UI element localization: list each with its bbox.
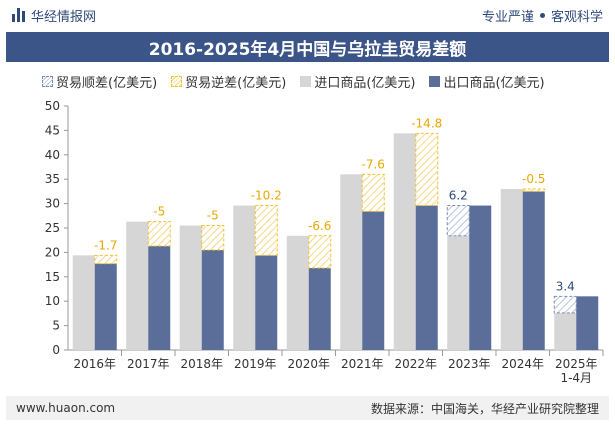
legend-swatch-export bbox=[429, 76, 441, 87]
chart-title-bar: 2016-2025年4月中国与乌拉圭贸易差额 bbox=[6, 32, 609, 62]
y-tick-label: 10 bbox=[45, 294, 60, 308]
y-tick-label: 5 bbox=[52, 319, 60, 333]
legend-item-export: 出口商品(亿美元) bbox=[429, 72, 545, 91]
import-bar bbox=[447, 235, 470, 350]
balance-data-label: -14.8 bbox=[411, 116, 442, 130]
balance-data-label: 6.2 bbox=[449, 189, 468, 203]
surplus-bar bbox=[553, 295, 577, 314]
slogan: 专业严谨 客观科学 bbox=[482, 6, 603, 25]
plot-area: 0 5 10 15 20 25 30 35 40 45 50 -1.7 2016年 -5 2017年 -5 20… bbox=[45, 99, 604, 385]
x-tick-label: 2023年 bbox=[448, 357, 491, 371]
balance-data-label: -7.6 bbox=[362, 157, 385, 171]
y-tick-label: 40 bbox=[45, 148, 60, 162]
slogan-left: 专业严谨 bbox=[481, 9, 534, 25]
x-tick-label: 2022年 bbox=[394, 357, 437, 371]
import-bar bbox=[340, 174, 363, 350]
x-tick-label: 2025年 bbox=[555, 357, 598, 371]
balance-data-label: -1.7 bbox=[94, 238, 117, 252]
x-tick-label: 2017年 bbox=[127, 357, 170, 371]
export-bar bbox=[308, 268, 331, 350]
x-tick-label: 2021年 bbox=[341, 357, 384, 371]
footer: www.huaon.com 数据来源：中国海关，华经产业研究院整理 bbox=[6, 396, 609, 420]
y-tick-label: 20 bbox=[45, 245, 60, 259]
brand: 华经情报网 bbox=[12, 6, 96, 25]
x-tick-label: 1-4月 bbox=[560, 371, 592, 385]
y-tick-label: 50 bbox=[45, 99, 60, 113]
export-bar bbox=[576, 296, 599, 350]
export-bar bbox=[415, 205, 438, 350]
deficit-bar bbox=[522, 188, 546, 192]
export-bar bbox=[255, 255, 278, 350]
deficit-bar bbox=[415, 132, 439, 207]
y-tick-label: 15 bbox=[45, 270, 60, 284]
slogan-right: 客观科学 bbox=[550, 9, 603, 25]
legend-label-import: 进口商品(亿美元) bbox=[314, 76, 416, 91]
import-bar bbox=[72, 255, 95, 350]
balance-data-label: -6.6 bbox=[308, 219, 331, 233]
surplus-bar bbox=[446, 205, 470, 237]
import-bar bbox=[126, 221, 149, 350]
brand-logo-icon bbox=[12, 8, 25, 22]
x-tick-label: 2018年 bbox=[180, 357, 223, 371]
deficit-bar bbox=[94, 254, 118, 265]
export-bar bbox=[362, 211, 385, 350]
legend-item-deficit: 贸易逆差(亿美元) bbox=[171, 72, 286, 91]
chart-legend: 贸易顺差(亿美元) 贸易逆差(亿美元) 进口商品(亿美元) 出口商品(亿美元) bbox=[42, 72, 545, 91]
x-tick-label: 2024年 bbox=[501, 357, 544, 371]
import-bar bbox=[554, 312, 577, 350]
balance-data-label: 3.4 bbox=[556, 279, 575, 293]
x-tick-label: 2016年 bbox=[73, 357, 116, 371]
export-bar bbox=[201, 249, 224, 350]
deficit-bar bbox=[308, 235, 332, 269]
legend-swatch-import bbox=[300, 76, 312, 87]
export-bar bbox=[94, 263, 117, 350]
brand-name: 华经情报网 bbox=[31, 9, 97, 25]
import-bar bbox=[500, 188, 523, 350]
legend-label-surplus: 贸易顺差(亿美元) bbox=[56, 76, 158, 91]
x-tick-label: 2019年 bbox=[234, 357, 277, 371]
y-tick-label: 0 bbox=[52, 343, 60, 357]
import-bar bbox=[179, 225, 202, 350]
top-bar: 华经情报网 专业严谨 客观科学 bbox=[0, 0, 615, 30]
y-tick-label: 30 bbox=[45, 197, 60, 211]
import-bar bbox=[393, 133, 416, 350]
balance-data-label: -5 bbox=[207, 209, 219, 223]
legend-swatch-deficit bbox=[171, 76, 183, 87]
export-bar bbox=[522, 191, 545, 350]
legend-item-surplus: 贸易顺差(亿美元) bbox=[42, 72, 157, 91]
legend-swatch-surplus bbox=[42, 76, 53, 87]
import-bar bbox=[233, 205, 256, 350]
deficit-bar bbox=[147, 221, 171, 247]
import-bar bbox=[286, 235, 309, 350]
legend-label-export: 出口商品(亿美元) bbox=[443, 76, 545, 91]
y-tick-label: 35 bbox=[45, 172, 60, 186]
footer-source: 数据来源：中国海关，华经产业研究院整理 bbox=[370, 401, 599, 416]
balance-data-label: -0.5 bbox=[522, 172, 545, 186]
export-bar bbox=[148, 246, 171, 350]
y-tick-label: 45 bbox=[45, 123, 60, 137]
bullet-icon bbox=[539, 12, 545, 18]
balance-data-label: -10.2 bbox=[251, 189, 282, 203]
deficit-bar bbox=[361, 173, 385, 212]
deficit-bar bbox=[254, 205, 278, 256]
legend-label-deficit: 贸易逆差(亿美元) bbox=[185, 76, 287, 91]
footer-website: www.huaon.com bbox=[16, 401, 116, 415]
trade-balance-chart: 0 5 10 15 20 25 30 35 40 45 50 -1.7 2016年 -5 2017年 -5 20… bbox=[45, 99, 604, 385]
chart-title: 2016-2025年4月中国与乌拉圭贸易差额 bbox=[148, 39, 467, 60]
legend-item-import: 进口商品(亿美元) bbox=[300, 72, 415, 91]
x-tick-label: 2020年 bbox=[287, 357, 330, 371]
export-bar bbox=[469, 205, 492, 350]
deficit-bar bbox=[201, 225, 225, 251]
balance-data-label: -5 bbox=[153, 205, 165, 219]
y-tick-label: 25 bbox=[45, 221, 60, 235]
